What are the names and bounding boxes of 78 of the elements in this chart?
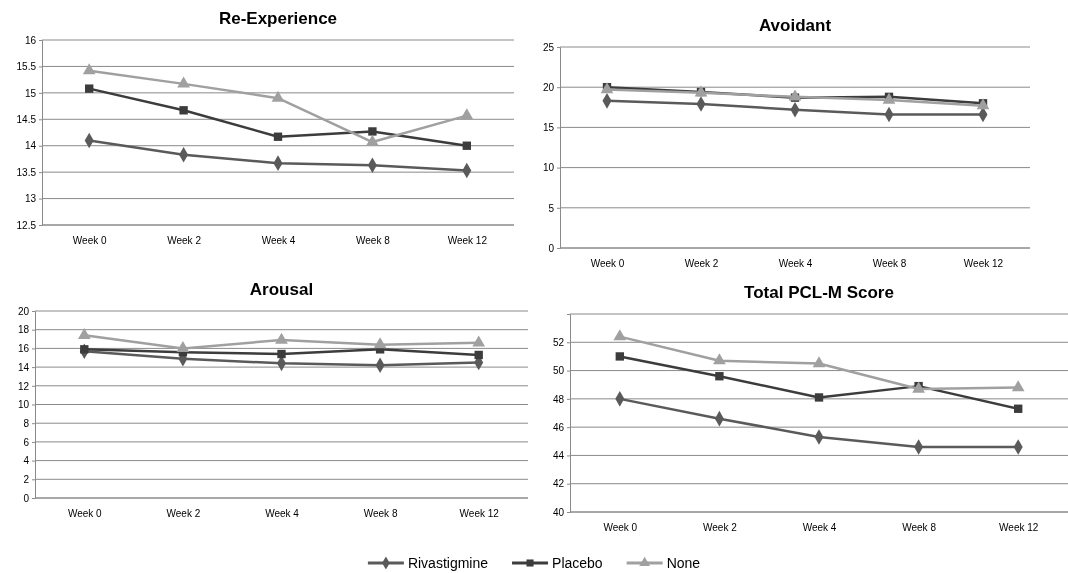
point	[1014, 404, 1023, 413]
x-tick-label: Week 12	[459, 508, 500, 520]
x-tick-label: Week 2	[703, 522, 738, 534]
x-tick-label: Week 2	[166, 508, 201, 520]
y-tick-label: 4	[23, 455, 30, 467]
y-tick-label: 2	[23, 474, 30, 485]
y-tick-label: 18	[17, 324, 30, 336]
y-tick-label: 40	[552, 506, 565, 518]
x-tick-label: Week 2	[684, 258, 719, 270]
y-tick-label: 13	[24, 193, 37, 205]
y-tick-label: 6	[23, 436, 30, 448]
y-tick-label: 10	[17, 399, 30, 411]
y-tick-label: 14	[17, 361, 30, 373]
point	[85, 84, 94, 93]
legend-label: Placebo	[552, 555, 603, 571]
x-tick-label: Week 2	[167, 235, 202, 247]
y-tick-label: 44	[552, 450, 565, 462]
y-tick-label: 15	[24, 87, 37, 99]
y-tick-label: 12	[17, 380, 30, 392]
x-tick-label: Week 0	[67, 508, 103, 520]
legend-label: None	[666, 555, 701, 571]
point	[812, 356, 826, 368]
x-tick-label: Week 0	[72, 235, 107, 247]
y-tick-label: 42	[552, 478, 565, 490]
y-tick-label: 14.5	[16, 113, 37, 125]
x-tick-label: Week 8	[902, 522, 937, 534]
x-tick-label: Week 8	[872, 258, 907, 270]
point	[271, 90, 285, 102]
y-tick-label: 5	[548, 202, 555, 214]
point	[460, 108, 474, 120]
y-tick-label: 10	[542, 162, 555, 174]
chart-title: Re-Experience	[218, 9, 338, 28]
point	[462, 141, 471, 150]
y-tick-label: 48	[552, 393, 565, 405]
y-tick-label: 8	[23, 417, 30, 429]
point	[179, 106, 188, 115]
chart-title: Arousal	[249, 280, 314, 299]
point	[366, 134, 379, 146]
point	[82, 63, 96, 75]
point	[788, 89, 802, 101]
x-tick-label: Week 8	[356, 235, 391, 247]
y-tick-label: 15	[542, 122, 555, 134]
x-tick-label: Week 4	[265, 508, 300, 520]
y-tick-label: 0	[23, 492, 30, 504]
legend-label: Rivastigmine	[407, 555, 489, 571]
chart-title: Avoidant	[758, 16, 832, 35]
y-tick-label: 13.5	[16, 166, 37, 178]
y-tick-label: 12.5	[16, 219, 37, 231]
y-tick-label: 14	[24, 140, 37, 152]
chart-title: Total PCL-M Score	[744, 283, 894, 302]
point	[615, 352, 624, 361]
x-tick-label: Week 12	[999, 522, 1039, 534]
point	[814, 393, 824, 402]
point	[273, 132, 283, 141]
y-tick-label: 25	[542, 41, 555, 53]
y-tick-label: 0	[548, 242, 555, 254]
x-tick-label: Week 12	[447, 235, 488, 247]
point	[177, 76, 190, 88]
y-tick-label: 16	[17, 343, 30, 355]
point	[1011, 380, 1025, 392]
point	[715, 372, 724, 381]
y-tick-label: 50	[552, 365, 565, 377]
y-tick-label: 20	[17, 305, 30, 317]
x-tick-label: Week 8	[363, 508, 398, 520]
x-tick-label: Week 4	[778, 258, 813, 270]
x-tick-label: Week 12	[963, 258, 1004, 270]
y-tick-label: 52	[552, 336, 565, 348]
y-tick-label: 15.5	[16, 61, 37, 73]
x-tick-label: Week 0	[590, 258, 625, 270]
x-tick-label: Week 4	[261, 235, 296, 247]
y-tick-label: 16	[24, 34, 37, 46]
x-tick-label: Week 4	[802, 522, 837, 534]
point	[713, 353, 726, 365]
x-tick-label: Week 0	[603, 522, 638, 534]
y-tick-label: 46	[552, 421, 565, 433]
point	[613, 329, 627, 341]
point	[368, 127, 377, 136]
y-tick-label: 20	[542, 81, 555, 93]
